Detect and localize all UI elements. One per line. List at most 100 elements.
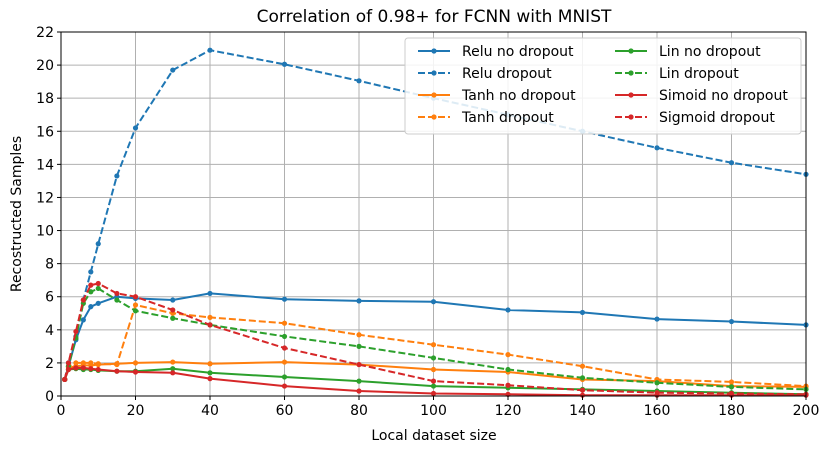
y-tick-label: 4 <box>45 323 54 339</box>
series-line <box>63 304 807 388</box>
data-point <box>95 300 101 306</box>
data-point <box>95 280 101 287</box>
data-point <box>728 379 735 385</box>
data-point <box>73 365 79 371</box>
data-point <box>80 317 86 323</box>
data-point <box>170 297 176 303</box>
x-tick-label: 160 <box>644 403 671 419</box>
legend-item: Tanh dropout <box>418 110 554 126</box>
x-tick-label: 20 <box>127 403 145 419</box>
legend-label: Tanh dropout <box>461 110 554 126</box>
x-tick-label: 180 <box>718 403 745 419</box>
x-tick-label: 200 <box>793 403 820 419</box>
data-point <box>654 380 660 386</box>
y-tick-label: 12 <box>36 190 54 206</box>
data-point <box>114 290 120 297</box>
x-tick-label: 80 <box>350 403 368 419</box>
x-tick-label: 100 <box>420 403 447 419</box>
series-sigmoid-dropout <box>62 280 809 397</box>
data-point <box>170 366 176 372</box>
y-tick-label: 8 <box>45 257 54 273</box>
data-point <box>356 332 362 338</box>
data-point <box>170 67 176 73</box>
data-point <box>505 366 511 373</box>
chart-title: Correlation of 0.98+ for FCNN with MNIST <box>257 7 612 27</box>
legend-item: Sigmoid dropout <box>615 110 775 126</box>
legend-marker <box>628 92 634 98</box>
data-point <box>505 382 511 388</box>
data-point <box>281 359 288 365</box>
data-point <box>95 361 101 367</box>
data-point <box>114 297 120 303</box>
data-point <box>430 366 437 373</box>
data-point <box>356 298 362 304</box>
data-point <box>728 318 735 325</box>
data-point <box>170 370 176 376</box>
legend-marker <box>431 70 437 76</box>
data-point <box>170 315 176 321</box>
data-point <box>728 384 735 390</box>
data-point <box>88 360 94 366</box>
data-point <box>356 388 362 394</box>
data-point <box>728 160 735 166</box>
data-point <box>132 302 139 308</box>
data-point <box>356 78 362 84</box>
data-point <box>65 360 72 366</box>
data-point <box>728 390 735 397</box>
data-point <box>281 333 288 340</box>
data-point <box>88 304 94 310</box>
data-point <box>281 296 288 302</box>
data-point <box>654 390 660 396</box>
data-point <box>132 360 139 366</box>
x-tick-label: 40 <box>201 403 219 419</box>
legend-label: Tanh no dropout <box>461 88 576 104</box>
data-point <box>80 297 86 303</box>
data-point <box>281 383 288 389</box>
data-point <box>505 307 511 313</box>
data-point <box>430 390 437 397</box>
y-tick-label: 22 <box>36 25 54 41</box>
legend-marker <box>431 48 437 54</box>
data-point <box>430 383 437 389</box>
data-point <box>88 269 94 275</box>
legend-marker <box>628 70 634 76</box>
data-point <box>356 378 362 384</box>
data-point <box>170 359 176 365</box>
data-point <box>80 365 86 371</box>
data-point <box>95 241 101 247</box>
y-tick-label: 2 <box>45 356 54 372</box>
legend-item: Tanh no dropout <box>418 88 576 104</box>
legend-label: Simoid no dropout <box>659 88 788 104</box>
data-point <box>654 145 660 151</box>
data-point <box>430 378 437 384</box>
data-point <box>430 342 437 348</box>
data-point <box>207 370 213 376</box>
data-point <box>73 328 79 335</box>
series-line <box>63 292 807 380</box>
series-line <box>63 361 807 388</box>
legend-box <box>404 37 802 135</box>
legend: Relu no dropout Relu dropout Tanh no dropo… <box>404 37 802 135</box>
x-tick-label: 60 <box>276 403 294 419</box>
data-point <box>88 289 94 295</box>
legend-item: Simoid no dropout <box>615 88 788 104</box>
x-tick-label: 140 <box>569 403 596 419</box>
data-point <box>654 316 660 322</box>
data-point <box>95 285 101 292</box>
data-point <box>114 368 120 374</box>
axis-ticks: 0 20 40 60 80 100 120 140 160 180 200 0 2 4 6 8 10 12 14 16… <box>36 25 819 419</box>
y-tick-label: 6 <box>45 290 54 306</box>
plot-series <box>62 47 809 398</box>
data-point <box>132 125 139 131</box>
data-point <box>430 355 437 361</box>
data-point <box>207 322 213 328</box>
legend-label: Lin dropout <box>659 66 739 82</box>
legend-label: Lin no dropout <box>659 44 761 60</box>
data-point <box>430 299 437 305</box>
legend-item: Relu no dropout <box>418 44 574 60</box>
y-axis-title: Recostructed Samples <box>9 136 25 292</box>
data-point <box>114 361 120 368</box>
data-point <box>114 173 120 179</box>
data-point <box>73 360 79 366</box>
series-simoid-no-dropout <box>62 365 809 398</box>
